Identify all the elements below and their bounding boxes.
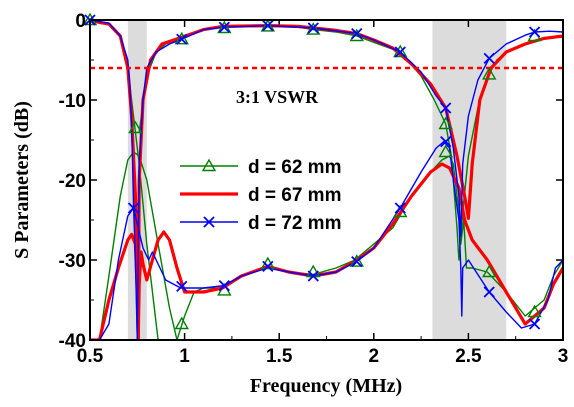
legend-item: d = 62 mm xyxy=(180,157,341,178)
series-line xyxy=(90,20,138,340)
data-point-x xyxy=(307,22,319,34)
data-point-triangle xyxy=(128,120,143,134)
data-point-triangle xyxy=(174,31,189,45)
data-point-x xyxy=(440,135,452,148)
series-line xyxy=(90,232,140,340)
series-line xyxy=(90,140,563,340)
data-point-triangle xyxy=(438,116,453,130)
data-point-x xyxy=(262,260,274,273)
shaded-bands xyxy=(127,20,507,340)
data-point-triangle xyxy=(174,316,189,330)
data-point-x xyxy=(218,21,230,33)
data-point-x xyxy=(394,46,406,58)
data-point-x xyxy=(262,19,274,32)
data-point-x xyxy=(351,255,363,268)
data-point-triangle xyxy=(306,22,321,35)
tick-labels: 0.5 1 1.5 2 2.5 3 0 -10 -20 -30 -40 xyxy=(59,11,569,367)
data-point-x xyxy=(394,202,406,214)
y-tick-label: -20 xyxy=(59,171,86,192)
data-point-triangle xyxy=(349,28,364,42)
data-point-triangle xyxy=(349,254,364,267)
data-point-x xyxy=(483,52,495,65)
data-point-x xyxy=(176,33,188,45)
data-point-x xyxy=(218,279,230,292)
y-tick-label: -40 xyxy=(59,331,86,352)
y-tick-label: -10 xyxy=(59,91,86,112)
legend-label: d = 67 mm xyxy=(248,185,341,206)
x-tick-label: 0.5 xyxy=(77,346,104,367)
y-axis-title: S Parameters (dB) xyxy=(11,101,33,259)
data-point-triangle xyxy=(393,44,408,58)
data-point-triangle xyxy=(482,264,497,278)
data-point-x xyxy=(528,26,541,38)
data-point-triangle xyxy=(482,66,497,80)
series-line xyxy=(136,24,563,340)
legend-item: d = 67 mm xyxy=(180,185,341,206)
legend-label: d = 62 mm xyxy=(248,157,341,178)
y-tick-label: 0 xyxy=(75,11,86,32)
data-point-triangle xyxy=(527,304,542,318)
series-curves xyxy=(90,20,563,340)
legend-label: d = 72 mm xyxy=(248,213,341,234)
legend: d = 62 mm d = 67 mm d = 72 mm xyxy=(180,157,341,234)
shaded-band xyxy=(432,20,507,340)
data-point-x xyxy=(307,270,319,282)
vswr-label: 3:1 VSWR xyxy=(236,87,319,107)
plot-frame xyxy=(89,19,564,341)
data-point-x xyxy=(528,318,541,330)
x-tick-label: 2.5 xyxy=(455,346,482,367)
legend-item: d = 72 mm xyxy=(180,213,341,234)
data-point-triangle xyxy=(438,144,453,158)
x-tick-label: 3 xyxy=(558,346,569,367)
data-point-x xyxy=(176,280,188,293)
series-markers xyxy=(82,12,542,330)
data-point-triangle xyxy=(201,158,217,172)
x-tick-label: 2 xyxy=(369,346,380,367)
data-point-x xyxy=(351,27,363,40)
x-tick-label: 1.5 xyxy=(266,346,293,367)
x-tick-label: 1 xyxy=(179,346,190,367)
data-point-x xyxy=(127,202,140,214)
data-point-triangle xyxy=(260,18,276,32)
x-axis-title: Frequency (MHz) xyxy=(250,375,402,397)
data-point-triangle xyxy=(217,20,232,34)
data-point-x xyxy=(203,216,215,228)
y-tick-label: -30 xyxy=(59,251,86,272)
data-point-x xyxy=(483,286,495,298)
data-point-x xyxy=(440,102,452,114)
